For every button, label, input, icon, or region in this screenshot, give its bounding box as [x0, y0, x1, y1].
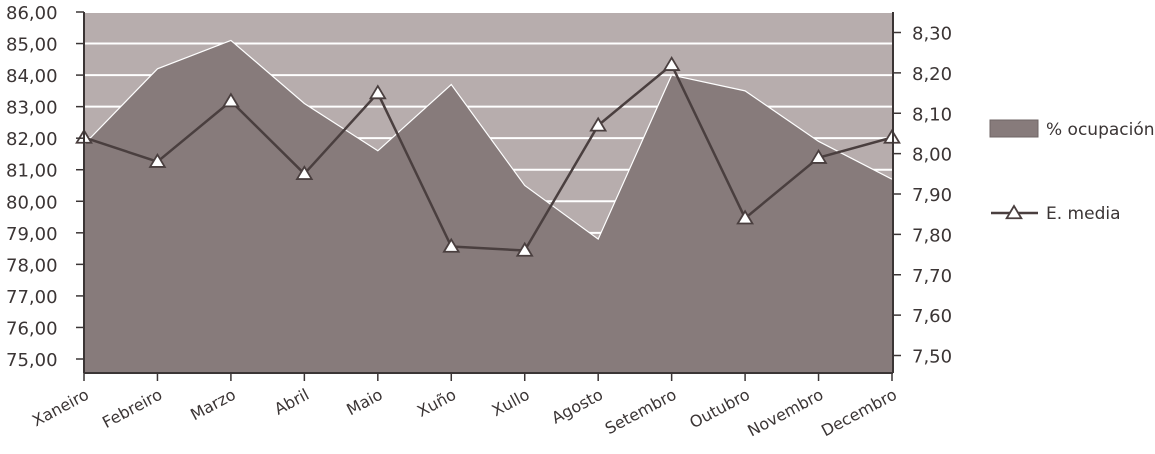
y-left-tick-label: 76,00: [6, 318, 58, 339]
line-marker: [662, 56, 681, 71]
y-left-tick-label: 75,00: [6, 350, 58, 371]
legend-label-ocupacion: % ocupación: [1046, 120, 1155, 140]
y-right-tick-label: 8,20: [912, 64, 952, 85]
line-marker: [589, 116, 608, 132]
y-right-tick-label: 7,90: [912, 185, 952, 206]
line-marker: [368, 84, 387, 100]
y-right-tick-label: 7,50: [912, 347, 952, 368]
plot-area: [75, 11, 901, 374]
y-left-tick-label: 79,00: [6, 224, 58, 245]
x-tick-label: Agosto: [548, 385, 606, 428]
line-marker: [442, 237, 461, 253]
area-series-ocupacion: [84, 40, 892, 374]
area-series-edge: [83, 39, 893, 241]
y-left-tick-label: 77,00: [6, 287, 58, 308]
y-left-tick-label: 82,00: [6, 129, 58, 150]
line-marker: [736, 209, 755, 225]
x-tick-label: Abril: [271, 385, 312, 419]
x-tick-label: Xaneiro: [29, 385, 92, 431]
y-left-tick-label: 85,00: [6, 35, 58, 56]
y-left-tick-label: 80,00: [6, 192, 58, 213]
line-marker: [148, 152, 167, 168]
y-left-tick-label: 86,00: [6, 3, 58, 24]
y-right-tick-label: 8,30: [912, 24, 952, 45]
y-right-tick-label: 7,60: [912, 306, 952, 327]
line-marker: [221, 92, 240, 108]
x-tick-label: Setembro: [602, 385, 680, 438]
y-right-tick-label: 8,10: [912, 104, 952, 125]
x-tick-label: Febreiro: [99, 385, 165, 432]
legend: % ocupación E. media: [989, 119, 1155, 224]
y-left-tick-label: 78,00: [6, 255, 58, 276]
x-tick-label: Outubro: [686, 385, 753, 432]
legend-label-e-media: E. media: [1046, 204, 1121, 224]
y-right-tick-label: 7,80: [912, 225, 952, 246]
x-tick-label: Xuño: [414, 385, 459, 421]
line-marker: [295, 165, 314, 180]
y-left-tick-label: 83,00: [6, 98, 58, 119]
line-marker: [515, 241, 534, 257]
x-tick-label: Xullo: [489, 385, 533, 420]
y-left-tick-label: 84,00: [6, 66, 58, 87]
x-tick-label: Maio: [343, 385, 385, 420]
y-left-tick-label: 81,00: [6, 161, 58, 182]
x-tick-label: Marzo: [187, 385, 239, 424]
x-tick-label: Novembro: [744, 385, 826, 441]
x-tick-label: Decembro: [818, 385, 900, 441]
y-right-tick-label: 8,00: [912, 145, 952, 166]
line-series-e-media: [83, 63, 893, 252]
y-right-tick-label: 7,70: [912, 266, 952, 287]
legend-marker-e-media: [1005, 204, 1023, 220]
legend-swatch-ocupacion: [989, 119, 1039, 138]
line-marker: [809, 148, 828, 164]
